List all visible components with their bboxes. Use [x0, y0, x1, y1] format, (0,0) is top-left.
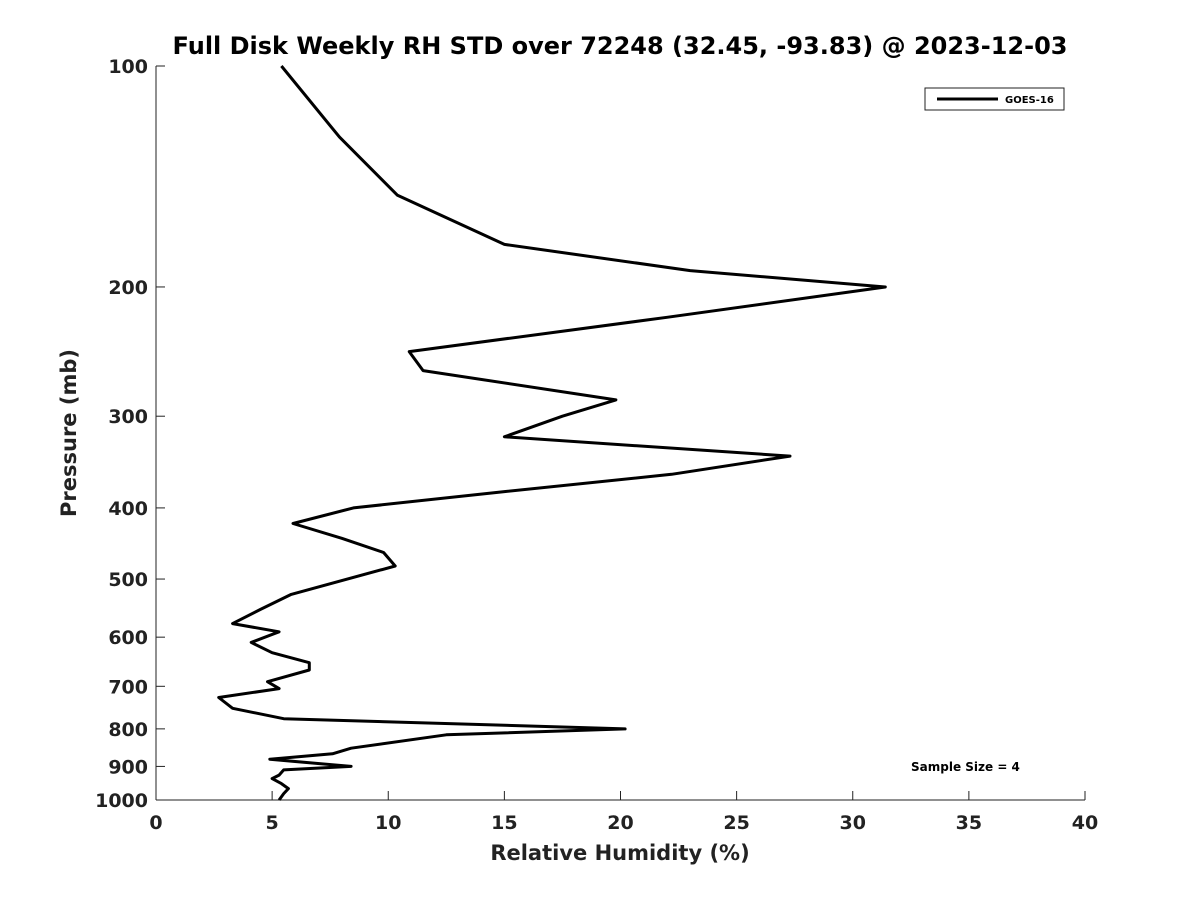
- chart-title: Full Disk Weekly RH STD over 72248 (32.4…: [173, 32, 1068, 60]
- legend-label-goes-16: GOES-16: [1005, 95, 1054, 106]
- y-axis-ticks: 100 200 300 400 500 600 700 800 900 1000: [95, 56, 165, 812]
- x-axis-ticks: 0 5 10 15 20 25 30 35 40: [149, 791, 1098, 834]
- legend: GOES-16: [924, 87, 1065, 111]
- y-tick-label: 900: [108, 756, 148, 778]
- y-tick-label: 600: [108, 627, 148, 649]
- y-tick-label: 200: [108, 277, 148, 299]
- x-axis-label: Relative Humidity (%): [490, 841, 749, 865]
- x-tick-label: 15: [491, 812, 517, 834]
- plot-area: [156, 66, 1085, 800]
- y-tick-label: 500: [108, 569, 148, 591]
- sample-size-annotation: Sample Size = 4: [911, 760, 1020, 774]
- series-line-goes-16: [217, 65, 887, 801]
- y-tick-label: 800: [108, 719, 148, 741]
- x-tick-label: 40: [1072, 812, 1098, 834]
- y-tick-label: 700: [108, 676, 148, 698]
- y-tick-label: 100: [108, 56, 148, 78]
- x-tick-label: 20: [607, 812, 633, 834]
- x-tick-label: 10: [375, 812, 401, 834]
- y-tick-label: 300: [108, 406, 148, 428]
- x-tick-label: 35: [956, 812, 982, 834]
- y-tick-label: 400: [108, 498, 148, 520]
- y-axis-label: Pressure (mb): [57, 349, 81, 517]
- x-tick-label: 30: [840, 812, 866, 834]
- x-tick-label: 5: [266, 812, 279, 834]
- x-tick-label: 0: [149, 812, 162, 834]
- y-tick-label: 1000: [95, 790, 148, 812]
- x-tick-label: 25: [723, 812, 749, 834]
